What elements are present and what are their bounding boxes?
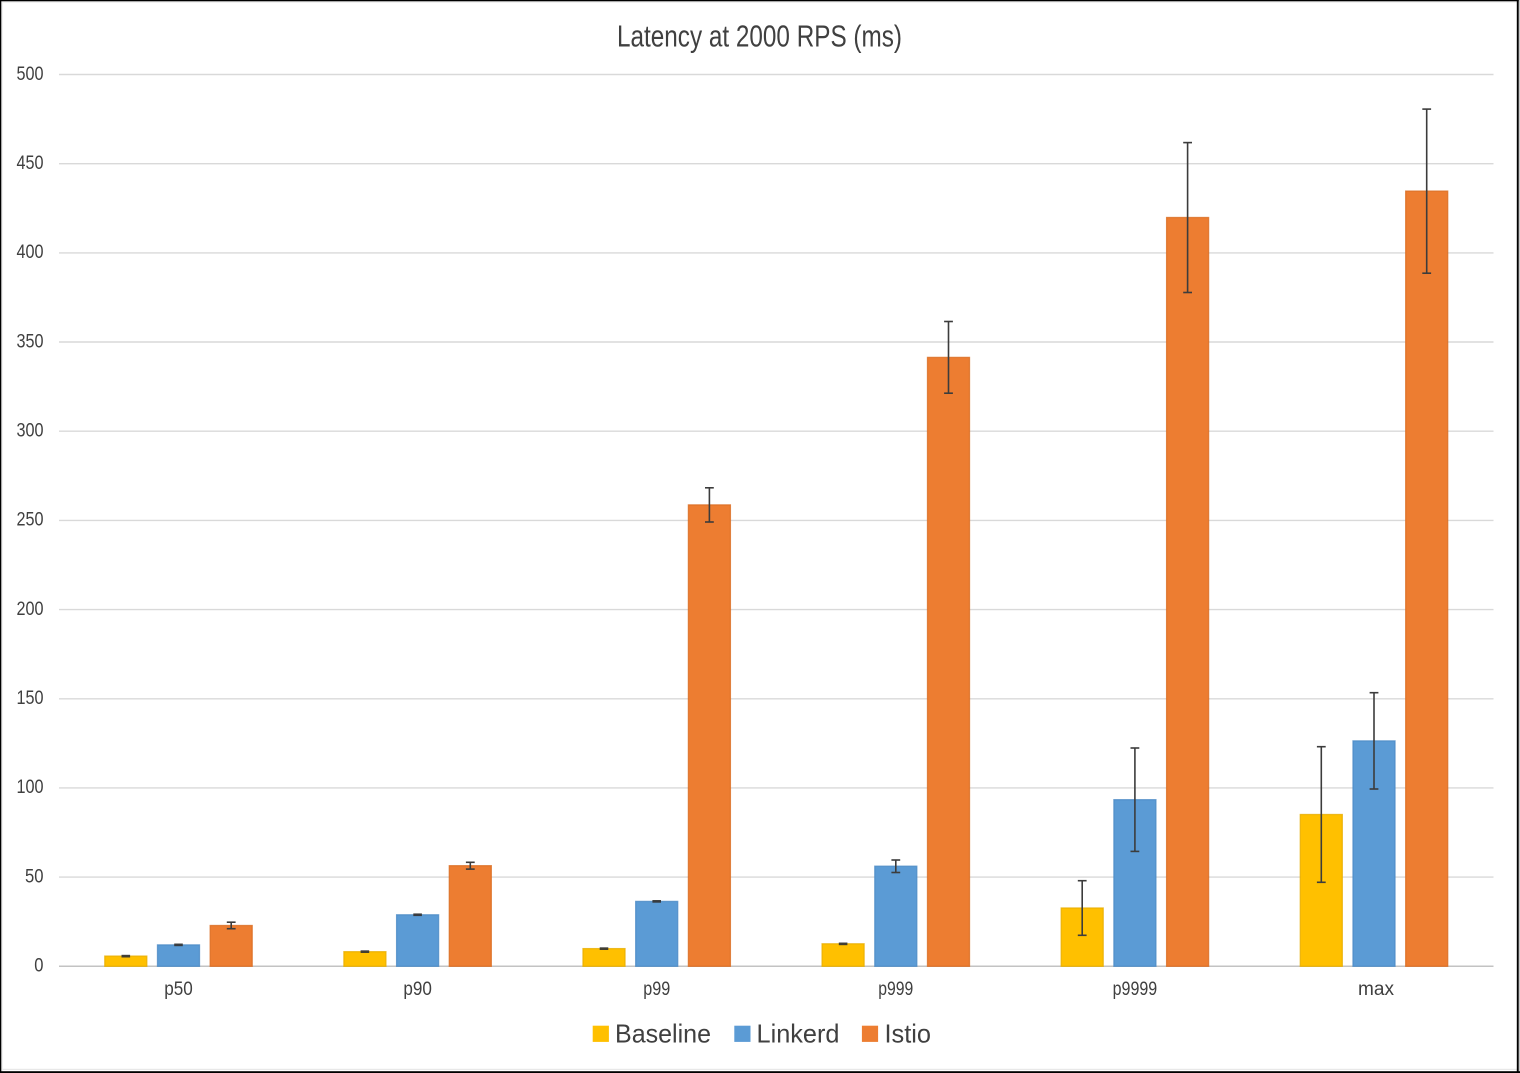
svg-text:450: 450: [17, 153, 44, 174]
svg-text:max: max: [1358, 979, 1394, 1000]
svg-text:0: 0: [34, 956, 43, 977]
svg-text:p9999: p9999: [1113, 979, 1158, 1000]
svg-text:100: 100: [17, 777, 44, 798]
svg-text:50: 50: [25, 866, 44, 887]
svg-text:p999: p999: [878, 979, 913, 1000]
svg-text:200: 200: [17, 599, 44, 620]
svg-text:300: 300: [17, 421, 44, 442]
svg-text:400: 400: [17, 242, 44, 263]
svg-text:Istio: Istio: [885, 1019, 932, 1049]
svg-text:p90: p90: [403, 979, 432, 1000]
svg-text:350: 350: [17, 331, 44, 352]
svg-text:Baseline: Baseline: [615, 1019, 711, 1049]
svg-text:Linkerd: Linkerd: [757, 1019, 840, 1049]
svg-text:250: 250: [17, 510, 44, 531]
svg-text:500: 500: [17, 64, 44, 85]
svg-text:150: 150: [17, 688, 44, 709]
svg-text:Latency at 2000 RPS (ms): Latency at 2000 RPS (ms): [617, 18, 902, 53]
svg-text:p99: p99: [643, 979, 670, 1000]
svg-text:p50: p50: [164, 979, 193, 1000]
